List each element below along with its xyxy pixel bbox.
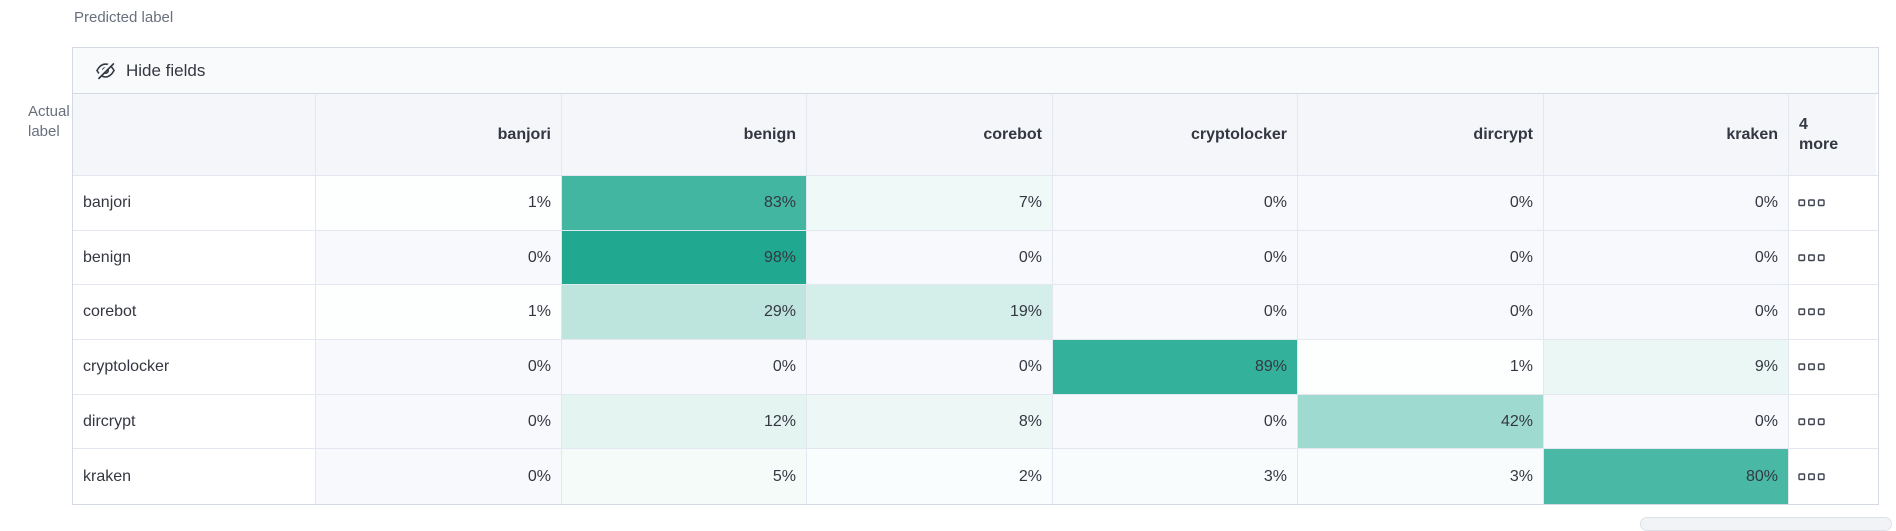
matrix-cell: 0%	[807, 340, 1053, 394]
matrix-cell: 98%	[562, 230, 807, 285]
matrix-row: cryptolocker 0% 0% 0% 89% 1% 9%	[73, 340, 1878, 395]
more-columns-cell[interactable]	[1789, 449, 1876, 505]
more-columns-icon	[1798, 417, 1825, 425]
column-header[interactable]: corebot	[807, 94, 1053, 175]
matrix-row: dircrypt 0% 12% 8% 0% 42% 0%	[73, 394, 1878, 450]
matrix-cell: 0%	[1298, 285, 1544, 340]
horizontal-scrollbar[interactable]	[1640, 517, 1892, 531]
column-header-more[interactable]: 4 more	[1789, 94, 1876, 175]
matrix-cell: 0%	[316, 230, 562, 285]
row-label: banjori	[73, 176, 316, 230]
matrix-cell: 12%	[562, 394, 807, 449]
column-header[interactable]: dircrypt	[1298, 94, 1544, 175]
matrix-cell: 8%	[807, 394, 1053, 449]
row-label: benign	[73, 230, 316, 285]
actual-label: Actual label	[28, 103, 70, 140]
matrix-body: banjori 1% 83% 7% 0% 0% 0% benign 0% 98% 0% 0% 0% 0% c…	[73, 176, 1878, 505]
more-columns-cell[interactable]	[1789, 285, 1876, 340]
row-label: kraken	[73, 449, 316, 505]
matrix-cell: 2%	[807, 449, 1053, 505]
matrix-cell: 1%	[316, 285, 562, 340]
more-columns-cell[interactable]	[1789, 230, 1876, 285]
matrix-cell: 0%	[1298, 230, 1544, 285]
matrix-cell: 0%	[1053, 230, 1298, 285]
more-columns-icon	[1798, 473, 1825, 480]
column-header[interactable]: benign	[562, 94, 807, 175]
column-header[interactable]: cryptolocker	[1053, 94, 1298, 175]
matrix-cell: 9%	[1544, 340, 1789, 394]
matrix-cell: 0%	[1053, 176, 1298, 230]
column-header-corner	[73, 94, 316, 175]
matrix-cell: 0%	[316, 340, 562, 394]
matrix-row: banjori 1% 83% 7% 0% 0% 0%	[73, 176, 1878, 231]
row-label: dircrypt	[73, 394, 316, 449]
matrix-cell: 0%	[1544, 176, 1789, 230]
hide-fields-label: Hide fields	[126, 60, 206, 80]
matrix-cell: 0%	[316, 394, 562, 449]
matrix-cell: 0%	[1544, 285, 1789, 340]
predicted-label: Predicted label	[74, 9, 174, 26]
eye-closed-icon	[96, 61, 115, 80]
more-columns-cell[interactable]	[1789, 394, 1876, 449]
more-columns-icon	[1798, 253, 1825, 261]
matrix-cell: 7%	[807, 176, 1053, 230]
matrix-cell: 89%	[1053, 340, 1298, 394]
matrix-cell: 3%	[1053, 449, 1298, 505]
matrix-cell: 0%	[1544, 394, 1789, 449]
grid-toolbar: Hide fields	[73, 48, 1878, 94]
matrix-cell: 80%	[1544, 449, 1789, 505]
more-columns-icon	[1798, 308, 1825, 316]
matrix-row: corebot 1% 29% 19% 0% 0% 0%	[73, 285, 1878, 341]
matrix-cell: 0%	[807, 230, 1053, 285]
more-columns-icon	[1798, 199, 1825, 207]
matrix-cell: 19%	[807, 285, 1053, 340]
more-columns-icon	[1798, 363, 1825, 371]
matrix-cell: 83%	[562, 176, 807, 230]
row-label: cryptolocker	[73, 340, 316, 394]
matrix-cell: 42%	[1298, 394, 1544, 449]
hide-fields-button[interactable]: Hide fields	[73, 48, 217, 93]
matrix-cell: 29%	[562, 285, 807, 340]
matrix-cell: 1%	[316, 176, 562, 230]
row-label: corebot	[73, 285, 316, 340]
matrix-cell: 0%	[1053, 285, 1298, 340]
more-columns-cell[interactable]	[1789, 176, 1876, 230]
column-header[interactable]: banjori	[316, 94, 562, 175]
matrix-cell: 0%	[316, 449, 562, 505]
matrix-cell: 0%	[1544, 230, 1789, 285]
matrix-cell: 3%	[1298, 449, 1544, 505]
matrix-row: benign 0% 98% 0% 0% 0% 0%	[73, 230, 1878, 286]
column-header[interactable]: kraken	[1544, 94, 1789, 175]
matrix-cell: 1%	[1298, 340, 1544, 394]
matrix-cell: 0%	[1053, 394, 1298, 449]
confusion-matrix-grid: Hide fields banjori benign corebot cryptolo…	[72, 47, 1879, 506]
matrix-header-row: banjori benign corebot cryptolocker dircrypt…	[73, 94, 1878, 176]
matrix-cell: 5%	[562, 449, 807, 505]
matrix-cell: 0%	[562, 340, 807, 394]
more-columns-cell[interactable]	[1789, 340, 1876, 394]
matrix-row: kraken 0% 5% 2% 3% 3% 80%	[73, 449, 1878, 505]
matrix-cell: 0%	[1298, 176, 1544, 230]
